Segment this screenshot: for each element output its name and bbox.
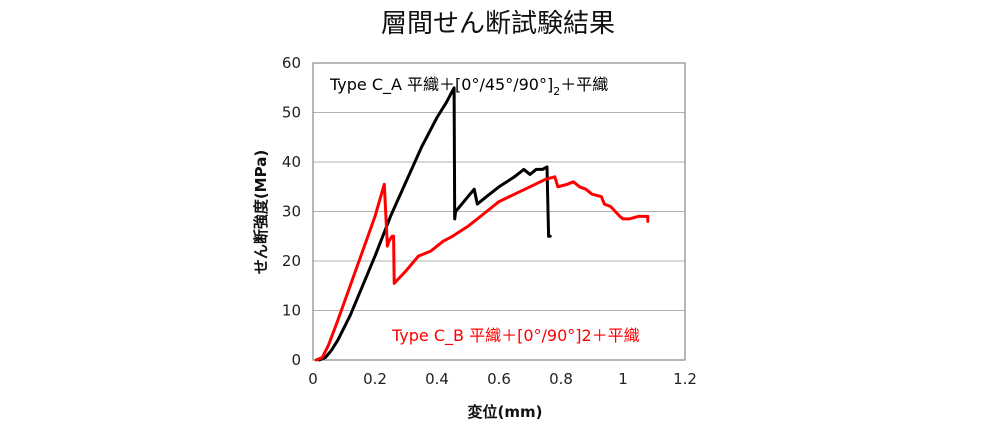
series-line-1 bbox=[317, 86, 552, 362]
annotation-type-ca: Type C_A 平織＋[0°/45°/90°]2＋平織 bbox=[329, 75, 608, 98]
annotation-type-ca-text: Type C_A 平織＋[0°/45°/90°] bbox=[329, 75, 553, 95]
x-tick-label: 0.2 bbox=[363, 370, 387, 388]
annotation-type-cb: Type C_B 平織＋[0°/90°]2＋平織 bbox=[391, 326, 640, 346]
y-axis-label: せん断強度(MPa) bbox=[252, 150, 270, 274]
y-tick-label: 40 bbox=[282, 153, 301, 171]
x-tick-label: 0.6 bbox=[487, 370, 511, 388]
y-tick-label: 50 bbox=[282, 104, 301, 122]
series-line-2 bbox=[314, 175, 650, 362]
plot-area bbox=[312, 62, 686, 361]
y-tick-labels: 0 10 20 30 40 50 60 bbox=[282, 54, 301, 369]
y-tick-label: 60 bbox=[282, 54, 301, 72]
x-tick-label: 1 bbox=[618, 370, 628, 388]
y-tick-label: 30 bbox=[282, 203, 301, 221]
x-axis-label: 変位(mm) bbox=[468, 403, 543, 421]
x-tick-label: 1.2 bbox=[673, 370, 697, 388]
x-tick-label: 0.8 bbox=[549, 370, 573, 388]
x-tick-label: 0 bbox=[308, 370, 318, 388]
x-tick-label: 0.4 bbox=[425, 370, 449, 388]
y-tick-label: 10 bbox=[282, 302, 301, 320]
gridlines bbox=[313, 112, 685, 311]
y-tick-label: 0 bbox=[291, 351, 301, 369]
x-tick-labels: 0 0.2 0.4 0.6 0.8 1 1.2 bbox=[308, 370, 697, 388]
chart-title: 層間せん断試験結果 bbox=[381, 9, 615, 39]
series-lines bbox=[314, 86, 650, 362]
annotation-type-ca-subscript: 2 bbox=[553, 85, 560, 98]
y-tick-label: 20 bbox=[282, 252, 301, 270]
annotation-type-ca-suffix: ＋平織 bbox=[560, 75, 608, 94]
